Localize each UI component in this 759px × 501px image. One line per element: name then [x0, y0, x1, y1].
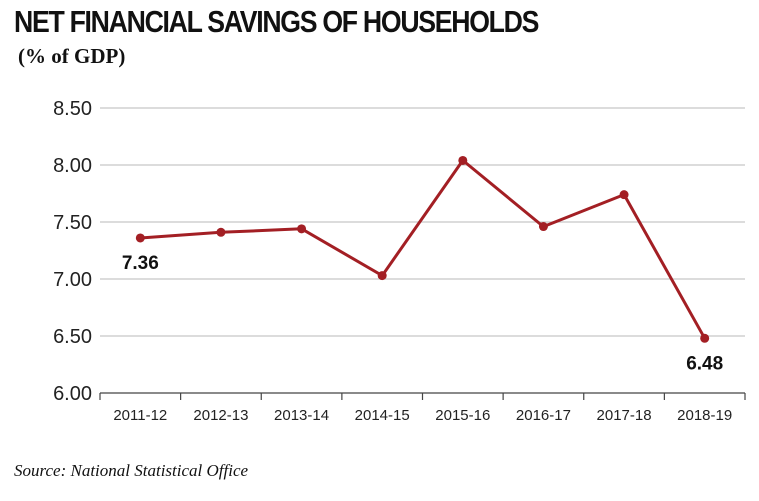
data-point	[216, 227, 226, 237]
data-point	[458, 155, 468, 165]
y-tick-label: 7.00	[53, 269, 92, 291]
data-point	[619, 190, 629, 200]
data-point	[700, 333, 710, 343]
y-tick-label: 8.00	[53, 155, 92, 177]
source-note: Source: National Statistical Office	[14, 461, 249, 480]
axes	[99, 392, 746, 400]
x-tick-label: 2011-12	[113, 407, 167, 424]
y-axis-tick-labels: 8.50 8.00 7.50 7.00 6.50 6.00	[53, 98, 92, 405]
x-tick-label: 2017-18	[597, 407, 652, 424]
y-tick-label: 6.00	[53, 383, 92, 405]
data-point	[135, 233, 145, 243]
data-point	[297, 224, 307, 234]
series	[135, 155, 710, 343]
x-tick-label: 2015-16	[435, 407, 490, 424]
y-tick-label: 7.50	[53, 212, 92, 234]
y-tick-label: 6.50	[53, 326, 92, 348]
grid-lines	[100, 107, 745, 337]
x-tick-label: 2014-15	[355, 407, 410, 424]
series-line	[138, 158, 707, 340]
data-label: 7.36	[122, 253, 159, 274]
data-label: 6.48	[686, 353, 723, 374]
x-axis-tick-labels: 2011-12 2012-13 2013-14 2014-15 2015-16 2016-…	[113, 407, 732, 424]
y-tick-label: 8.50	[53, 98, 92, 120]
x-tick-label: 2016-17	[516, 407, 571, 424]
data-point	[538, 222, 548, 232]
chart-title: NET FINANCIAL SAVINGS OF HOUSEHOLDS	[14, 4, 539, 39]
data-labels: 7.36 6.48	[122, 253, 723, 374]
x-tick-label: 2013-14	[274, 407, 329, 424]
chart-subtitle: (% of GDP)	[18, 44, 126, 68]
x-tick-label: 2018-19	[677, 407, 732, 424]
data-point	[377, 271, 387, 281]
x-tick-label: 2012-13	[193, 407, 248, 424]
